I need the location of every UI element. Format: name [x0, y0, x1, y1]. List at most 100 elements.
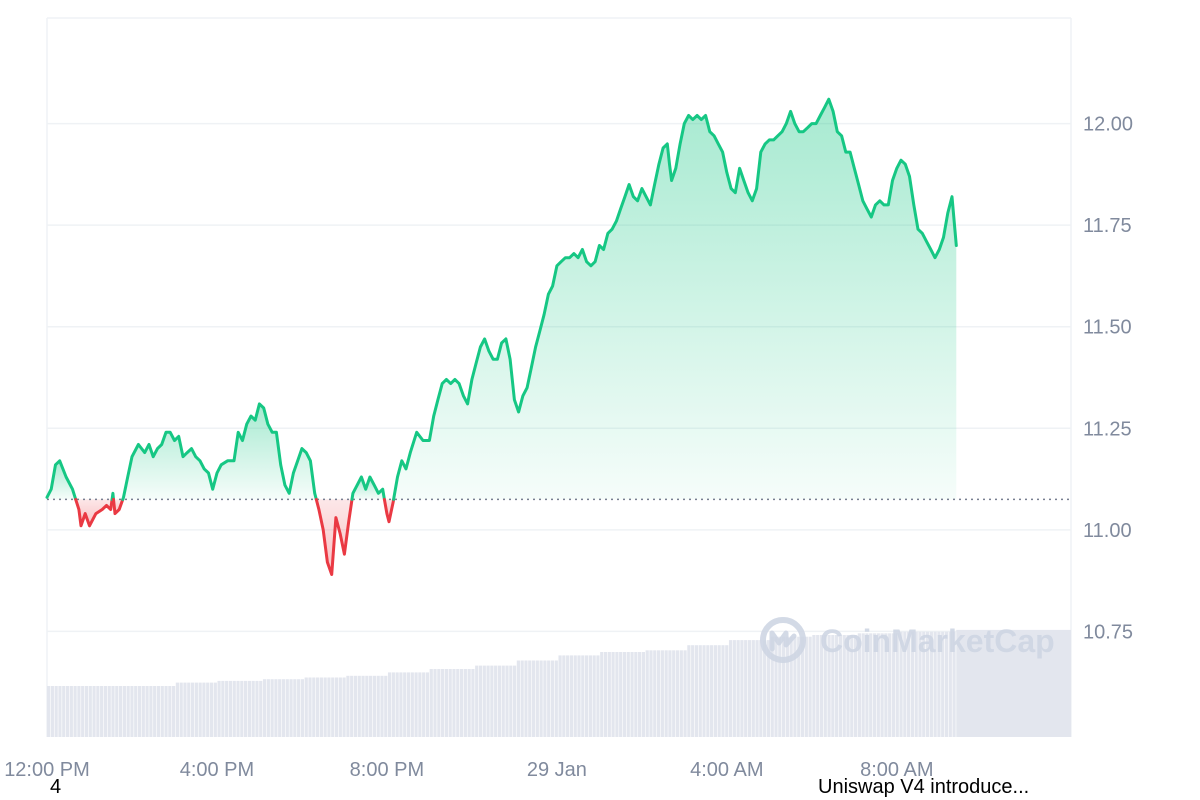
- volume-bar: [346, 675, 350, 737]
- volume-bar: [691, 645, 695, 737]
- grid-layer: [46, 17, 1072, 737]
- volume-bar: [838, 635, 843, 737]
- volume-bar: [323, 677, 327, 737]
- volume-bar: [603, 652, 608, 737]
- volume-bar: [380, 675, 384, 737]
- volume-bar: [115, 686, 119, 737]
- news-headline-link[interactable]: Uniswap V4 introduce...: [818, 776, 1030, 798]
- volume-bar: [884, 633, 888, 737]
- volume-bar: [566, 655, 570, 737]
- volume-bar: [725, 645, 729, 737]
- volume-bar: [925, 631, 930, 737]
- volume-bar: [763, 640, 767, 737]
- volume-bar: [933, 631, 937, 737]
- news-marker-label[interactable]: 4: [50, 776, 62, 798]
- volume-bar: [732, 640, 736, 737]
- volume-bar: [524, 660, 528, 737]
- x-tick-label: 4:00 PM: [180, 759, 254, 781]
- volume-bar: [441, 669, 445, 737]
- volume-bar: [554, 660, 558, 737]
- volume-bar: [285, 679, 289, 737]
- volume-bar: [414, 672, 418, 737]
- volume-bar: [433, 669, 437, 737]
- volume-bar: [342, 677, 346, 737]
- volume-bar: [221, 680, 225, 737]
- volume-bar: [675, 650, 680, 737]
- price-line-up-2: [110, 491, 115, 501]
- volume-bar: [891, 633, 896, 737]
- volume-bar: [550, 660, 555, 737]
- volume-bar: [774, 636, 778, 737]
- volume-bar: [622, 652, 627, 737]
- volume-bar: [713, 645, 717, 737]
- volume-bar: [225, 680, 229, 737]
- volume-bar: [217, 680, 221, 737]
- volume-bar: [482, 665, 486, 737]
- volume-bar: [410, 672, 414, 737]
- volume-bar: [816, 635, 820, 737]
- coinmarketcap-logo-icon: [760, 617, 806, 663]
- volume-bar: [429, 669, 433, 737]
- volume-bar: [850, 635, 854, 737]
- volume-bar: [581, 655, 585, 737]
- volume-bar: [50, 686, 54, 737]
- volume-bar: [619, 652, 623, 737]
- volume-bar: [740, 640, 744, 737]
- volume-bar: [376, 675, 380, 737]
- volume-bar: [334, 677, 339, 737]
- volume-bar: [596, 655, 600, 737]
- volume-bar: [634, 652, 638, 737]
- volume-bar: [547, 660, 551, 737]
- volume-bar: [274, 679, 278, 737]
- y-axis-ticks: 12.00 11.75 11.50 11.25 11.00 10.75: [1083, 114, 1133, 644]
- volume-bar: [168, 686, 172, 737]
- price-area-up-4: [122, 403, 317, 500]
- price-line-down-1: [74, 497, 114, 528]
- volume-bar: [338, 677, 342, 737]
- volume-bar: [577, 655, 581, 737]
- volume-bar: [353, 675, 358, 737]
- volume-bar: [190, 682, 195, 737]
- volume-bar: [922, 631, 926, 737]
- volume-bar: [793, 636, 797, 737]
- volume-bar: [209, 682, 214, 737]
- volume-bar: [641, 652, 646, 737]
- price-area-down-1: [75, 499, 113, 526]
- volume-bar: [516, 660, 520, 737]
- volume-bar: [111, 686, 115, 737]
- volume-bar: [721, 645, 725, 737]
- volume-bar: [164, 686, 168, 737]
- volume-bar: [486, 665, 490, 737]
- volume-bar: [198, 682, 202, 737]
- volume-bar: [808, 636, 812, 737]
- volume-bar: [520, 660, 524, 737]
- volume-bar: [698, 645, 702, 737]
- volume-bar: [145, 686, 149, 737]
- volume-bar: [187, 682, 191, 737]
- volume-bar: [369, 675, 373, 737]
- x-tick-label: 8:00 AM: [860, 759, 933, 781]
- volume-bar: [490, 665, 494, 737]
- volume-bar: [202, 682, 206, 737]
- volume-bar: [384, 675, 388, 737]
- price-line-up-8: [392, 97, 958, 501]
- volume-bar: [156, 686, 161, 737]
- price-line-down-5: [314, 497, 354, 576]
- price-area-up-8: [393, 99, 957, 500]
- volume-bar: [194, 682, 198, 737]
- price-line-down-3: [112, 497, 125, 516]
- volume-bar: [327, 677, 331, 737]
- volume-bar: [543, 660, 547, 737]
- volume-bar: [244, 680, 248, 737]
- volume-bar: [149, 686, 153, 737]
- volume-bar: [888, 633, 892, 737]
- volume-bar: [831, 635, 835, 737]
- volume-bar: [778, 636, 782, 737]
- price-line-up-6: [350, 475, 386, 501]
- volume-bar: [293, 679, 297, 737]
- volume-bar: [259, 680, 263, 737]
- volume-bar: [710, 645, 714, 737]
- volume-bar: [126, 686, 130, 737]
- volume-bar: [406, 672, 411, 737]
- volume-bar: [297, 679, 301, 737]
